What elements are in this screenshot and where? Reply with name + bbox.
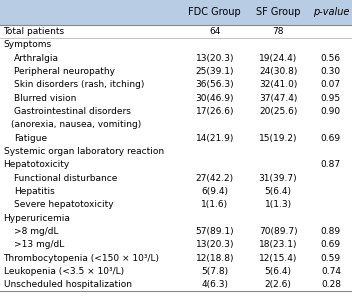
Text: 24(30.8): 24(30.8) [259, 67, 297, 76]
Bar [0, 78, 352, 92]
Text: 0.87: 0.87 [321, 160, 341, 169]
Text: 0.30: 0.30 [321, 67, 341, 76]
Text: 0.56: 0.56 [321, 54, 341, 63]
Text: 12(18.8): 12(18.8) [195, 254, 234, 263]
Bar [0, 225, 352, 238]
Text: 5(6.4): 5(6.4) [265, 187, 291, 196]
Text: 30(46.9): 30(46.9) [195, 94, 234, 103]
Text: 70(89.7): 70(89.7) [259, 227, 297, 236]
Bar [0, 158, 352, 171]
Text: FDC Group: FDC Group [188, 7, 241, 18]
Text: 5(6.4): 5(6.4) [265, 267, 291, 276]
Text: 12(15.4): 12(15.4) [259, 254, 297, 263]
Bar [0, 185, 352, 198]
Text: 0.69: 0.69 [321, 134, 341, 143]
Text: 78: 78 [272, 27, 284, 36]
Text: >8 mg/dL: >8 mg/dL [14, 227, 58, 236]
Text: Leukopenia (<3.5 × 10³/L): Leukopenia (<3.5 × 10³/L) [4, 267, 124, 276]
Text: Total patients: Total patients [4, 27, 65, 36]
Text: Hyperuricemia: Hyperuricemia [4, 214, 70, 223]
Text: Functional disturbance: Functional disturbance [14, 174, 118, 183]
Bar [0, 65, 352, 78]
Bar [0, 52, 352, 65]
Text: 0.28: 0.28 [321, 280, 341, 289]
Bar [0, 211, 352, 225]
Bar [0, 145, 352, 158]
Text: 64: 64 [209, 27, 220, 36]
Text: Systemic organ laboratory reaction: Systemic organ laboratory reaction [4, 147, 164, 156]
Text: 0.59: 0.59 [321, 254, 341, 263]
Text: 4(6.3): 4(6.3) [201, 280, 228, 289]
Text: Hepatitis: Hepatitis [14, 187, 55, 196]
Text: 32(41.0): 32(41.0) [259, 80, 297, 89]
Text: Peripheral neuropathy: Peripheral neuropathy [14, 67, 115, 76]
Bar [0, 92, 352, 105]
Text: 31(39.7): 31(39.7) [259, 174, 297, 183]
Text: 36(56.3): 36(56.3) [195, 80, 234, 89]
Bar [0, 118, 352, 132]
Text: 13(20.3): 13(20.3) [195, 54, 234, 63]
Text: SF Group: SF Group [256, 7, 300, 18]
Bar [0, 278, 352, 291]
Text: 0.90: 0.90 [321, 107, 341, 116]
Text: Arthralgia: Arthralgia [14, 54, 59, 63]
Text: Skin disorders (rash, itching): Skin disorders (rash, itching) [14, 80, 144, 89]
Text: Symptoms: Symptoms [4, 40, 52, 49]
Text: 20(25.6): 20(25.6) [259, 107, 297, 116]
Text: 6(9.4): 6(9.4) [201, 187, 228, 196]
Text: 25(39.1): 25(39.1) [195, 67, 234, 76]
Bar [0, 25, 352, 38]
Text: 15(19.2): 15(19.2) [259, 134, 297, 143]
Text: 13(20.3): 13(20.3) [195, 240, 234, 249]
Bar [0, 251, 352, 265]
Text: 57(89.1): 57(89.1) [195, 227, 234, 236]
Text: 27(42.2): 27(42.2) [196, 174, 234, 183]
Text: 0.69: 0.69 [321, 240, 341, 249]
Bar [0, 0, 352, 25]
Text: 0.89: 0.89 [321, 227, 341, 236]
Bar [0, 38, 352, 52]
Bar [0, 265, 352, 278]
Text: 1(1.6): 1(1.6) [201, 200, 228, 209]
Text: 0.74: 0.74 [321, 267, 341, 276]
Text: p-value: p-value [313, 7, 349, 18]
Bar [0, 132, 352, 145]
Text: Fatigue: Fatigue [14, 134, 47, 143]
Text: 2(2.6): 2(2.6) [265, 280, 291, 289]
Text: >13 mg/dL: >13 mg/dL [14, 240, 64, 249]
Text: 18(23.1): 18(23.1) [259, 240, 297, 249]
Text: 0.95: 0.95 [321, 94, 341, 103]
Text: 1(1.3): 1(1.3) [264, 200, 292, 209]
Text: Gastrointestinal disorders: Gastrointestinal disorders [14, 107, 131, 116]
Text: Severe hepatotoxicity: Severe hepatotoxicity [14, 200, 114, 209]
Bar [0, 105, 352, 118]
Text: Blurred vision: Blurred vision [14, 94, 76, 103]
Text: 14(21.9): 14(21.9) [195, 134, 234, 143]
Text: (anorexia, nausea, vomiting): (anorexia, nausea, vomiting) [11, 120, 141, 129]
Text: 5(7.8): 5(7.8) [201, 267, 228, 276]
Text: Hepatotoxicity: Hepatotoxicity [4, 160, 70, 169]
Bar [0, 171, 352, 185]
Text: 0.07: 0.07 [321, 80, 341, 89]
Text: Thrombocytopenia (<150 × 10³/L): Thrombocytopenia (<150 × 10³/L) [4, 254, 159, 263]
Text: 17(26.6): 17(26.6) [195, 107, 234, 116]
Text: Unscheduled hospitalization: Unscheduled hospitalization [4, 280, 132, 289]
Text: 19(24.4): 19(24.4) [259, 54, 297, 63]
Text: 37(47.4): 37(47.4) [259, 94, 297, 103]
Bar [0, 238, 352, 251]
Bar [0, 198, 352, 211]
